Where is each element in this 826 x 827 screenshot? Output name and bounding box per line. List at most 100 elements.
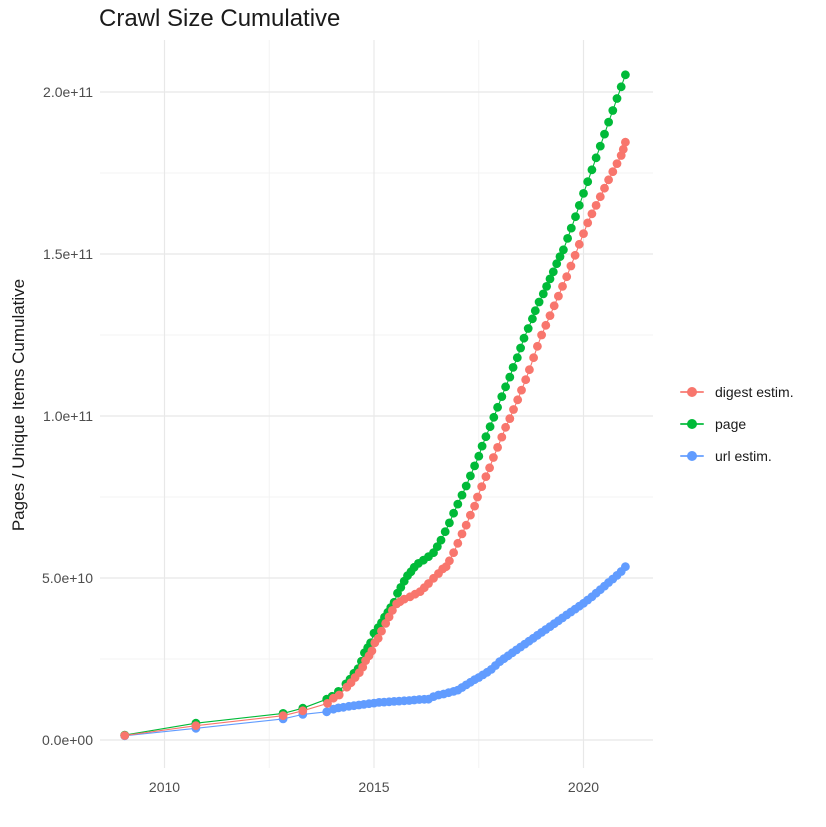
data-point-page [466, 471, 475, 481]
data-point-digest-estim [470, 501, 479, 511]
y-tick-label: 1.0e+11 [43, 408, 93, 424]
legend-label: digest estim. [715, 384, 794, 400]
data-point-digest-estim [373, 633, 383, 643]
data-point-digest-estim [604, 175, 613, 185]
data-point-digest-estim [388, 606, 397, 615]
data-point-digest-estim [554, 291, 563, 301]
data-point-page [470, 461, 479, 471]
data-point-page [552, 259, 562, 269]
data-point-digest-estim [545, 311, 555, 320]
data-point-page [519, 333, 529, 343]
data-point-page [477, 441, 487, 451]
data-point-digest-estim [558, 282, 567, 291]
data-point-page [445, 518, 454, 528]
data-point-page [453, 499, 463, 509]
data-point-digest-estim [600, 183, 609, 193]
data-point-digest-estim [587, 209, 597, 219]
data-point-digest-estim [541, 320, 551, 330]
data-point-page [530, 306, 540, 316]
data-point-page [461, 481, 471, 491]
legend-item-page: page [679, 408, 824, 440]
data-point-page [501, 382, 510, 392]
chart-title: Crawl Size Cumulative [99, 5, 341, 32]
x-tick-label: 2020 [568, 779, 599, 795]
data-point-page [591, 153, 601, 163]
data-point-digest-estim [612, 159, 622, 169]
data-point-page [449, 508, 458, 518]
data-point-page [574, 201, 584, 210]
data-point-digest-estim [481, 472, 491, 481]
data-point-digest-estim [579, 229, 588, 239]
data-point-page [545, 274, 555, 284]
data-point-digest-estim [529, 353, 538, 363]
data-point-digest-estim [461, 520, 471, 530]
data-point-page [493, 402, 502, 412]
x-tick-label: 2010 [149, 779, 180, 795]
data-point-digest-estim [618, 144, 628, 154]
data-point-digest-estim [537, 330, 546, 340]
data-point-page [555, 252, 565, 261]
data-point-page [485, 422, 495, 432]
data-point-url-estim [322, 707, 332, 717]
legend-key-line-dot-icon [679, 415, 705, 433]
data-point-digest-estim [489, 453, 498, 462]
data-point-page [481, 432, 491, 442]
x-tick-label: 2015 [358, 779, 389, 795]
data-point-digest-estim [191, 721, 201, 731]
data-point-page [523, 324, 533, 333]
data-point-digest-estim [521, 375, 531, 385]
legend-key-line-dot-icon [679, 447, 705, 465]
y-tick-label: 2.0e+11 [43, 84, 93, 100]
data-point-digest-estim [505, 414, 515, 423]
legend-label: url estim. [715, 448, 772, 464]
data-point-page [542, 282, 551, 291]
data-point-digest-estim [533, 341, 542, 351]
data-point-page [538, 289, 548, 299]
data-point-digest-estim [323, 699, 332, 708]
data-point-digest-estim [453, 538, 463, 548]
y-tick-label: 5.0e+10 [42, 570, 93, 586]
legend: digest estim. page url estim. [679, 376, 824, 472]
data-point-page [600, 129, 609, 139]
data-point-page [440, 527, 450, 537]
data-point-page [566, 223, 576, 233]
legend-item-digest-estim: digest estim. [679, 376, 824, 408]
data-point-digest-estim [570, 250, 580, 260]
data-point-digest-estim [621, 137, 630, 147]
data-point-digest-estim [562, 272, 572, 282]
data-point-page [508, 363, 518, 372]
data-point-page [457, 490, 467, 500]
data-point-digest-estim [509, 405, 518, 414]
data-point-digest-estim [513, 395, 523, 405]
data-point-page [559, 245, 568, 255]
data-point-digest-estim [583, 218, 593, 228]
data-point-page [516, 343, 525, 353]
data-point-digest-estim [549, 301, 559, 311]
data-point-digest-estim [381, 619, 391, 628]
data-point-digest-estim [485, 463, 494, 473]
data-point-page [604, 117, 613, 127]
data-point-page [583, 177, 593, 187]
data-point-page [548, 267, 558, 277]
data-point-digest-estim [473, 492, 482, 502]
data-point-digest-estim [457, 529, 467, 539]
legend-label: page [715, 416, 747, 432]
data-point-page [587, 165, 597, 175]
data-point-page [505, 372, 515, 382]
data-point-page [436, 535, 446, 545]
data-point-digest-estim [367, 646, 377, 656]
data-point-page [616, 82, 626, 92]
data-point-page [608, 106, 618, 115]
data-point-digest-estim [591, 201, 601, 210]
legend-item-url-estim: url estim. [679, 440, 824, 472]
data-point-digest-estim [298, 706, 308, 716]
data-point-digest-estim [384, 612, 394, 622]
data-point-digest-estim [466, 510, 475, 520]
data-point-page [474, 451, 484, 461]
data-point-page [571, 212, 580, 222]
data-point-digest-estim [120, 731, 130, 740]
y-tick-label: 1.5e+11 [43, 246, 93, 262]
data-point-digest-estim [595, 192, 605, 202]
